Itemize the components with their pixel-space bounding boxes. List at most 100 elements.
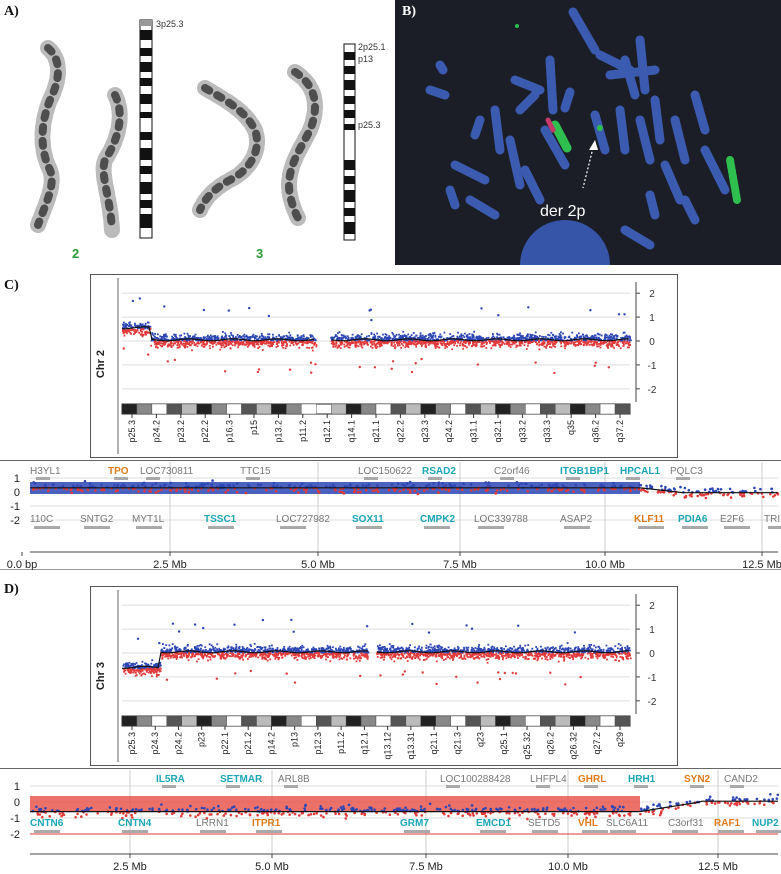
gene-label: GHRL [578, 774, 606, 785]
band-label: p21.2 [243, 732, 253, 755]
gene-label: LOC150622 [358, 466, 412, 477]
gene-label: RSAD2 [422, 466, 456, 477]
panel-a-karyotype: 3p25.3 2 2p25.1 p13 p25.3 3 [30, 19, 386, 261]
band-label: q23.3 [420, 420, 430, 443]
band-label: q37.2 [615, 420, 625, 443]
band-label: p23 [197, 732, 207, 747]
band-label: q32.1 [493, 420, 503, 443]
zoom-y-tick: 0 [14, 487, 20, 499]
band-label: p22.1 [220, 732, 230, 755]
gene-label: NUP2 [752, 818, 779, 829]
band-label: q36.2 [591, 420, 601, 443]
gene-label: SYN2 [684, 774, 711, 785]
y-tick-label: 1 [649, 625, 655, 636]
zoom-y-tick: 1 [14, 781, 20, 793]
band-label: p24.2 [151, 420, 161, 443]
gene-label: CNTN4 [118, 818, 152, 829]
zoom-x-tick: 5.0 Mb [301, 559, 335, 570]
segment-line [122, 326, 630, 342]
gene-label: C3orf31 [668, 818, 704, 829]
nucleus [520, 220, 610, 265]
gene-label: TRI [764, 514, 780, 525]
ideogram-right-bands [344, 52, 355, 234]
zoom-x-tick: 0.0 bp [7, 559, 38, 570]
zoom-y-tick: 0 [14, 797, 20, 809]
gene-label: IL5RA [156, 774, 185, 785]
band-label: q33.2 [517, 420, 527, 443]
gene-label: CAND2 [724, 774, 758, 785]
band-label: q35 [566, 420, 576, 435]
gene-label: LOC730811 [140, 466, 194, 477]
panel-d-plot: Chr 3 2 1 0 -1 -2 p25.3 p24.3 p24.2 p23 p22.1 p21.2… [95, 590, 657, 762]
band-label: q24.2 [444, 420, 454, 443]
y-tick-label: 0 [649, 337, 655, 348]
gene-label: PQLC3 [670, 466, 703, 477]
gene-label: VHL [578, 818, 598, 829]
cnv-segment [30, 796, 640, 812]
gene-label: RAF1 [714, 818, 741, 829]
band-label: q27.2 [592, 732, 602, 755]
metaphase-chromosomes [425, 7, 730, 250]
band-label: q33.3 [542, 420, 552, 443]
y-tick-label: 0 [649, 649, 655, 660]
zoom-x-tick: 12.5 Mb [698, 861, 738, 873]
ideogram-left-band-label: 3p25.3 [156, 19, 184, 29]
gene-label: ITPR1 [252, 818, 281, 829]
y-tick-label: 2 [649, 601, 655, 612]
band-label: q31.1 [469, 420, 479, 443]
gene-label: H3YL1 [30, 466, 61, 477]
zoom-x-tick: 2.5 Mb [153, 559, 187, 570]
zoom-x-tick: 7.5 Mb [443, 559, 477, 570]
segment-line [122, 650, 630, 669]
gene-label: SETD5 [528, 818, 561, 829]
zoom-x-tick: 12.5 Mb [742, 559, 781, 570]
gene-label: EMCD1 [476, 818, 511, 829]
band-label: q13.12 [383, 732, 393, 760]
zoom-y-tick: -1 [10, 813, 20, 825]
zoom-x-tick: 10.0 Mb [585, 559, 625, 570]
gene-label: TSSC1 [204, 514, 237, 525]
gene-label: SETMAR [220, 774, 263, 785]
gene-label: SLC6A11 [606, 818, 649, 829]
zoom-y-tick: -2 [10, 515, 20, 527]
chr2-label: 2 [72, 246, 79, 261]
band-label: p25.3 [127, 420, 137, 443]
y-tick-label: -2 [648, 385, 657, 396]
band-label: p12.3 [313, 732, 323, 755]
band-label: q26.32 [569, 732, 579, 760]
gene-label: ASAP2 [560, 514, 593, 525]
gene-label: HPCAL1 [620, 466, 660, 477]
panel-c-zoom-plot: 1 0 -1 -2 H3YL1 TPO LOC730811 TTC15 LOC150622 RSA… [7, 462, 781, 570]
gene-label: HRH1 [628, 774, 656, 785]
gene-label: SOX11 [352, 514, 384, 525]
band-label: p22.2 [200, 420, 210, 443]
gene-label: PDIA6 [678, 514, 708, 525]
band-label: q25.1 [499, 732, 509, 755]
gene-label: LOC727982 [276, 514, 330, 525]
gene-label: LRRN1 [196, 818, 229, 829]
band-label: p25.3 [127, 732, 137, 755]
panel-d-genome-view [90, 586, 678, 766]
zoom-x-tick: 2.5 Mb [113, 861, 147, 873]
y-tick-label: -2 [648, 697, 657, 708]
band-label: p24.2 [173, 732, 183, 755]
gene-label: TPO [108, 466, 129, 477]
band-label: q23 [476, 732, 486, 747]
band-label: q21.1 [371, 420, 381, 443]
ideogram-right-band-2: p13 [358, 54, 373, 64]
zoom-segment-line [30, 487, 778, 494]
gene-label: LOC339788 [474, 514, 528, 525]
gene-label: E2F6 [720, 514, 744, 525]
gene-label: GRM7 [400, 818, 429, 829]
band-label: p14.2 [266, 732, 276, 755]
zoom-y-tick: -1 [10, 501, 20, 513]
band-label: q14.1 [347, 420, 357, 443]
panel-c-label: C) [4, 278, 19, 293]
band-label: q22.2 [395, 420, 405, 443]
band-label: p15 [249, 420, 259, 435]
ideogram-right-band-1: 2p25.1 [358, 42, 386, 52]
panel-d-label: D) [4, 582, 19, 597]
zoom-segment-line [30, 800, 778, 813]
zoom-x-tick: 5.0 Mb [255, 861, 289, 873]
gene-label: SNTG2 [80, 514, 114, 525]
